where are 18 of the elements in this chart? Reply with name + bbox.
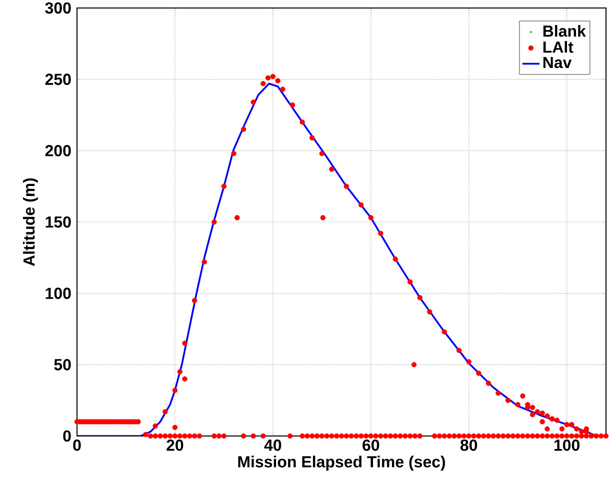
y-tick-label: 200 xyxy=(45,144,71,156)
x-tick-label: 100 xyxy=(554,440,580,451)
y-tick-label: 100 xyxy=(46,288,71,299)
x-tick-label: 20 xyxy=(166,440,184,451)
x-tick-label: 40 xyxy=(264,440,282,451)
legend-label: Nav xyxy=(543,57,572,68)
y-tick-label: 250 xyxy=(45,74,71,85)
x-tick-label: 0 xyxy=(73,440,81,451)
y-tick-label: 0 xyxy=(63,430,71,442)
y-tick-label: 50 xyxy=(54,358,71,370)
legend-label: LAlt xyxy=(543,41,574,53)
y-tick-label: 300 xyxy=(45,2,71,14)
y-tick-label: 150 xyxy=(46,216,71,228)
legend-label: Blank xyxy=(543,25,586,37)
x-axis-title: Mission Elapsed Time (sec) xyxy=(238,456,446,471)
x-tick-label: 80 xyxy=(460,440,478,451)
y-axis-title: Altitude (m) xyxy=(23,178,38,266)
x-tick-label: 60 xyxy=(362,440,380,451)
